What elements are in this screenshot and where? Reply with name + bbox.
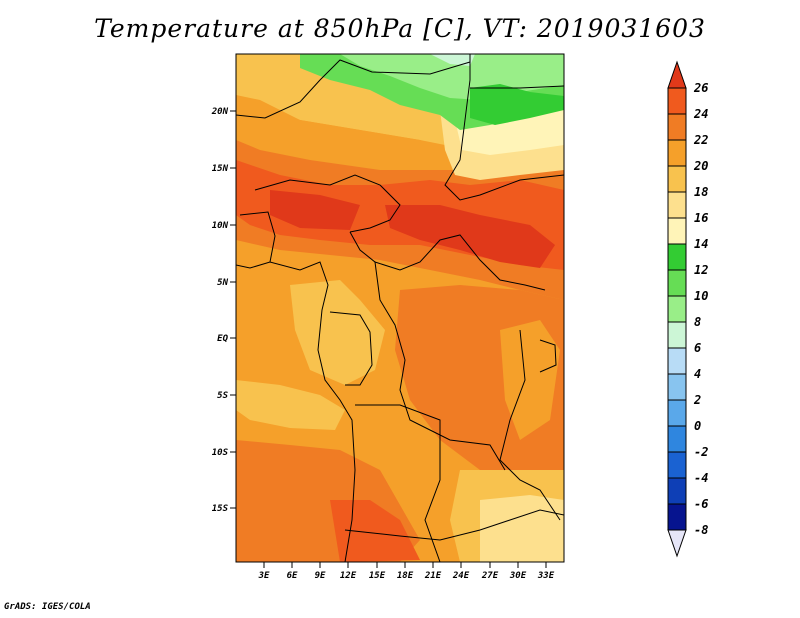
colorbar-box [667,451,687,479]
map-title: Temperature at 850hPa [C], VT: 201903160… [94,14,706,43]
colorbar-box [667,425,687,453]
colorbar-label: 20 [693,159,708,173]
lat-labels: 20N 15N 10N 5N EQ 5S 10S 15S [211,107,229,514]
colorbar [667,60,687,558]
colorbar-box [667,269,687,297]
band-26-core-east [385,205,555,268]
colorbar-box [667,87,687,115]
lon-label: 12E [340,571,357,581]
band-18-west-coast [290,280,385,385]
colorbar-label: 14 [694,237,708,251]
band-12-north [300,54,564,130]
band-10-north [340,54,564,100]
temperature-field [236,54,564,562]
lon-label: 21E [424,571,442,581]
band-16-southeast [480,495,564,562]
lon-label: 27E [481,571,499,581]
band-24-southwest [330,500,420,562]
lat-label: 20N [211,107,229,117]
colorbar-label: -6 [694,497,708,511]
band-18-north [236,54,480,150]
lat-label: 10N [212,221,229,231]
colorbar-box [667,165,687,193]
colorbar-label: 18 [694,185,708,199]
colorbar-box [667,139,687,167]
lat-label: 5S [217,391,228,401]
lon-axis [263,562,547,568]
colorbar-label: 10 [694,289,708,303]
colorbar-label: 12 [694,263,708,277]
colorbar-label: 4 [694,367,701,381]
colorbar-label: 26 [693,81,708,95]
band-20-lake-region [500,320,560,440]
colorbar-label: -4 [694,471,708,485]
lon-label: 18E [397,571,414,581]
colorbar-box [667,373,687,401]
band-22-south [236,440,420,562]
band-24-central [236,160,564,270]
country-borders [236,54,564,562]
lat-label: EQ [217,334,228,344]
lon-labels: 3E 6E 9E 12E 15E 18E 21E 24E 27E 30E 33E [258,571,555,581]
lon-label: 30E [509,571,527,581]
colorbar-box [667,321,687,349]
colorbar-box [667,503,687,531]
lon-label: 33E [537,571,555,581]
lat-axis [230,110,236,509]
lon-label: 3E [258,571,270,581]
band-26-core-west [270,190,360,230]
colorbar-box [667,399,687,427]
colorbar-box [667,243,687,271]
lon-label: 6E [287,571,298,581]
lat-label: 5N [217,278,228,288]
band-20-north [236,95,450,170]
lon-label: 24E [452,571,470,581]
lon-label: 9E [315,571,326,581]
band-8-north [430,54,475,66]
colorbar-label: 8 [694,315,701,329]
band-18-southeast [450,470,564,562]
lat-label: 15S [212,504,229,514]
map-frame [235,53,565,563]
colorbar-label: 24 [693,107,708,121]
band-16-northeast [440,95,564,180]
band-22-central [236,140,564,300]
colorbar-label: -2 [694,445,708,459]
colorbar-box [667,347,687,375]
grads-credit: GrADS: IGES/COLA [4,602,91,612]
band-22-east [395,285,564,480]
lat-label: 15N [212,164,229,174]
colorbar-bottom-arrow [667,529,687,558]
colorbar-box [667,191,687,219]
colorbar-label: 0 [694,419,701,433]
band-18-coast-south [236,380,345,430]
colorbar-box [667,113,687,141]
band-12-northeast [470,84,564,125]
band-14-northeast [455,110,564,155]
lat-label: 10S [212,448,229,458]
colorbar-top-arrow [667,60,687,89]
colorbar-label: -8 [694,523,708,537]
colorbar-box [667,295,687,323]
colorbar-label: 2 [693,393,701,407]
colorbar-box [667,217,687,245]
colorbar-label: 6 [694,341,701,355]
colorbar-label: 16 [694,211,708,225]
colorbar-label: 22 [693,133,708,147]
lon-label: 15E [369,571,386,581]
colorbar-box [667,477,687,505]
